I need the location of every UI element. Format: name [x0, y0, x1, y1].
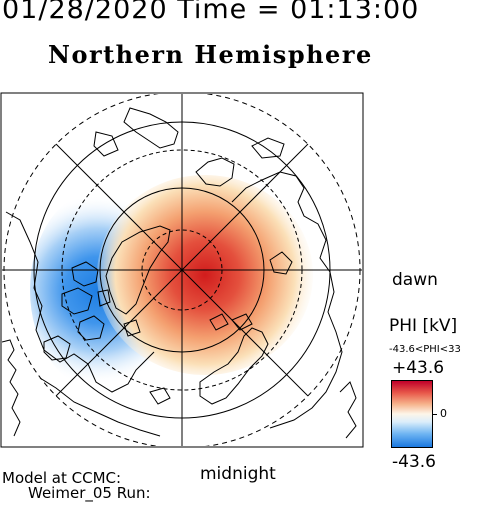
colorbar	[391, 380, 433, 448]
date-time-title: 01/28/2020 Time = 01:13:00	[2, 0, 420, 25]
hemisphere-title: Northern Hemisphere	[48, 40, 373, 69]
colorbar-title: PHI [kV]	[389, 316, 458, 336]
longitude-grid	[2, 94, 362, 446]
dawn-label: dawn	[392, 270, 438, 290]
coastlines	[2, 107, 357, 439]
model-credit: Model at CCMC:	[2, 469, 122, 487]
polar-potential-map	[0, 92, 364, 448]
colorbar-min-label: -43.6	[392, 452, 436, 472]
midnight-label: midnight	[200, 464, 276, 484]
colorbar-max-label: +43.6	[392, 358, 445, 378]
colorbar-range: -43.6<PHI<33	[389, 344, 461, 355]
colorbar-zero-tick	[433, 414, 437, 415]
positive-potential-cell	[97, 175, 313, 375]
run-label: Weimer_05 Run:	[28, 484, 151, 502]
colorbar-zero-label: 0	[440, 407, 447, 420]
